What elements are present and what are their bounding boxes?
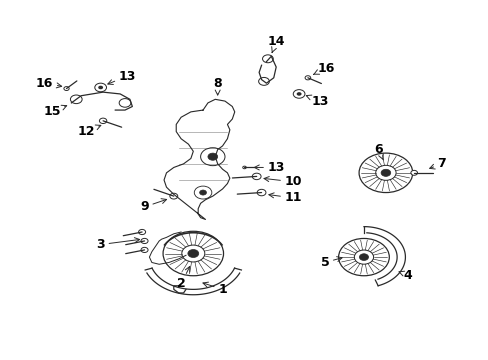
- Text: 2: 2: [176, 266, 189, 291]
- Circle shape: [141, 238, 148, 244]
- Circle shape: [293, 90, 305, 98]
- Text: 5: 5: [320, 256, 342, 269]
- Text: 16: 16: [313, 62, 334, 75]
- Circle shape: [64, 87, 69, 90]
- Text: 15: 15: [43, 105, 66, 118]
- Text: 13: 13: [254, 161, 285, 174]
- Text: 16: 16: [36, 77, 61, 90]
- Circle shape: [296, 92, 301, 96]
- Circle shape: [95, 83, 106, 92]
- Circle shape: [141, 247, 148, 252]
- Circle shape: [252, 173, 261, 180]
- Text: 11: 11: [268, 192, 302, 204]
- Circle shape: [138, 229, 145, 235]
- Circle shape: [410, 170, 417, 175]
- Circle shape: [99, 118, 106, 123]
- Circle shape: [242, 166, 246, 169]
- Text: 3: 3: [96, 238, 140, 251]
- Circle shape: [169, 193, 177, 199]
- Circle shape: [359, 254, 368, 260]
- Text: 1: 1: [203, 282, 226, 296]
- Circle shape: [257, 189, 265, 196]
- Circle shape: [305, 76, 310, 80]
- Text: 12: 12: [77, 125, 101, 138]
- Circle shape: [98, 86, 103, 89]
- Circle shape: [207, 153, 217, 160]
- Text: 13: 13: [305, 95, 328, 108]
- Circle shape: [199, 190, 206, 195]
- Text: 10: 10: [264, 175, 302, 188]
- Text: 4: 4: [398, 269, 411, 282]
- Circle shape: [380, 169, 390, 176]
- Text: 6: 6: [373, 143, 383, 160]
- Text: 9: 9: [140, 199, 166, 213]
- Text: 14: 14: [267, 35, 285, 53]
- Circle shape: [187, 249, 198, 257]
- Text: 8: 8: [213, 77, 222, 95]
- Text: 13: 13: [108, 69, 136, 85]
- Text: 7: 7: [429, 157, 446, 170]
